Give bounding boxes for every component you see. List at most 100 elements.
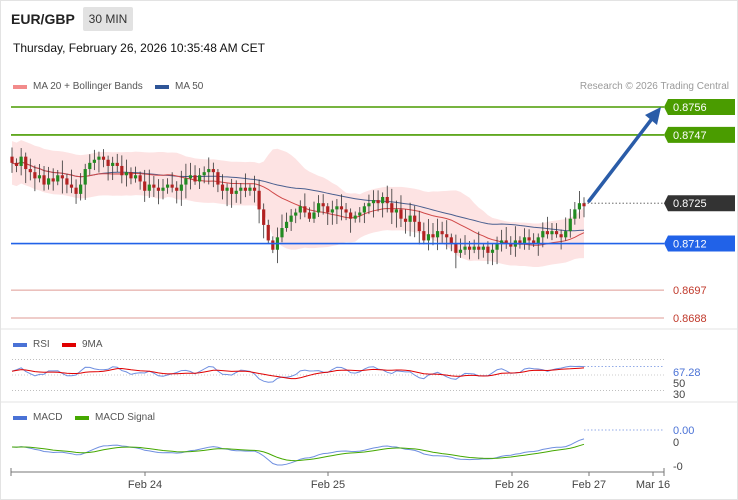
candle-body xyxy=(536,237,540,244)
candle-body xyxy=(211,169,215,173)
candle-body xyxy=(541,231,545,238)
legend-macd-label: MACD xyxy=(33,412,63,423)
candle-body xyxy=(422,231,426,241)
candle-body xyxy=(156,187,161,191)
candle-body xyxy=(504,240,508,244)
time-axis-label: Mar 16 xyxy=(636,479,670,491)
candle-body xyxy=(51,178,55,182)
candle-body xyxy=(458,249,463,253)
macd-axis-label: 0.00 xyxy=(673,425,694,437)
candle-body xyxy=(42,175,46,185)
candle-body xyxy=(454,243,458,253)
candle-body xyxy=(303,206,307,213)
legend-rsi-9ma: 9MA xyxy=(62,339,103,350)
candle-body xyxy=(559,234,563,238)
level-tag-resistance xyxy=(664,126,735,143)
candle-body xyxy=(545,231,549,235)
candle-body xyxy=(220,184,225,191)
legend-macd-signal-swatch xyxy=(75,415,89,420)
legend-rsi-label: RSI xyxy=(33,339,50,350)
candle-body xyxy=(564,231,568,238)
candle-body xyxy=(115,162,119,166)
candle-body xyxy=(138,175,142,182)
candle-body xyxy=(362,206,366,213)
key-levels: 0.8756 0.8747 0.8712 0.8697 0.8688 0.8725 xyxy=(11,99,735,325)
candle-body xyxy=(463,246,467,250)
macd-line xyxy=(11,438,585,466)
candle-body xyxy=(10,156,14,163)
candle-body xyxy=(522,237,527,244)
candle-body xyxy=(298,206,302,213)
candle-body xyxy=(234,190,238,194)
candle-body xyxy=(88,162,92,170)
candle-body xyxy=(435,231,440,238)
candle-body xyxy=(225,187,229,191)
candle-body xyxy=(371,200,376,204)
candle-body xyxy=(69,184,74,188)
level-tag-resistance xyxy=(664,99,735,115)
candle-body xyxy=(243,187,247,191)
candle-body xyxy=(335,206,339,210)
candle-body xyxy=(28,169,32,173)
time-axis-label: Feb 25 xyxy=(311,479,345,491)
candle-body xyxy=(170,184,174,188)
legend-macd: MACD xyxy=(13,412,62,423)
candle-body xyxy=(74,187,78,194)
candle-body xyxy=(500,240,504,244)
macd-axis-label: 0 xyxy=(673,437,679,449)
legend-ma50-swatch xyxy=(155,84,169,89)
legend-macd-signal-label: MACD Signal xyxy=(95,412,156,423)
rsi-axis-label: 67.28 xyxy=(673,367,701,379)
candle-body xyxy=(385,196,389,204)
timeframe-button[interactable]: 30 MIN xyxy=(83,7,133,31)
ma20-line xyxy=(11,161,585,246)
candle-body xyxy=(56,175,60,182)
time-axis-label: Feb 27 xyxy=(572,479,606,491)
level-label-support: 0.8688 xyxy=(673,313,707,325)
candle-body xyxy=(349,212,353,219)
candle-body xyxy=(294,212,298,216)
candle-body xyxy=(573,209,577,219)
candle-body xyxy=(367,203,371,207)
candle-body xyxy=(216,172,220,185)
candle-body xyxy=(252,187,257,191)
candle-body xyxy=(440,231,444,235)
candle-body xyxy=(271,240,275,250)
candle-body xyxy=(165,184,170,188)
candle-body xyxy=(408,215,412,222)
rsi-axis-label: 50 xyxy=(673,378,685,390)
candle-body xyxy=(449,237,453,244)
candle-body xyxy=(239,187,243,191)
current-price-tag xyxy=(664,195,735,212)
candle-body xyxy=(129,172,133,179)
candle-body xyxy=(353,215,357,219)
candle-body xyxy=(257,190,261,210)
time-axis-label: Feb 24 xyxy=(128,479,162,491)
candle-body xyxy=(289,215,293,222)
candle-body xyxy=(468,246,472,250)
candle-body xyxy=(550,231,554,235)
candle-body xyxy=(284,221,289,229)
candle-body xyxy=(207,169,211,173)
candle-body xyxy=(101,156,106,160)
legend-ma20-swatch xyxy=(13,84,27,89)
legend-macd-signal: MACD Signal xyxy=(75,412,155,423)
level-tag-pivot xyxy=(664,235,735,252)
candle-body xyxy=(472,246,476,250)
rsi-9ma-line xyxy=(11,367,585,380)
moving-averages xyxy=(11,161,585,246)
candle-body xyxy=(147,184,151,191)
legend-rsi-9ma-swatch xyxy=(62,342,76,347)
candle-body xyxy=(486,246,490,253)
candle-body xyxy=(19,156,23,166)
legend-macd-swatch xyxy=(13,415,27,420)
candle-body xyxy=(344,209,348,213)
candle-body xyxy=(111,162,115,166)
candle-body xyxy=(445,234,449,238)
candle-body xyxy=(554,231,559,235)
candle-body xyxy=(307,212,312,219)
level-label-resistance: 0.8747 xyxy=(673,130,707,142)
legend-rsi-swatch xyxy=(13,342,27,347)
candle-body xyxy=(37,175,42,179)
